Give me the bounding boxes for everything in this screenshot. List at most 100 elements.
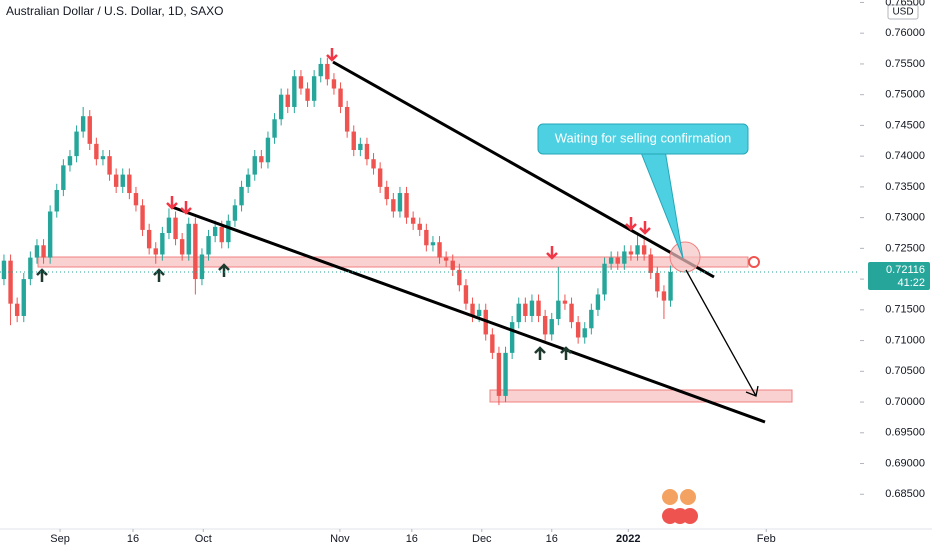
- x-tick-label: Oct: [195, 533, 212, 545]
- candle-body: [542, 315, 548, 335]
- candle-body: [252, 156, 257, 175]
- last-price-label: 0.72116: [886, 264, 925, 276]
- candle-body: [529, 300, 535, 316]
- candle-body: [160, 232, 165, 255]
- candle-body: [549, 319, 554, 335]
- y-tick-label: 0.73500: [885, 181, 925, 193]
- candle-body: [153, 248, 158, 255]
- highlight-circle: [669, 241, 701, 273]
- candle-body: [509, 322, 515, 353]
- candle-body: [80, 116, 86, 132]
- x-tick-label: 16: [546, 533, 558, 545]
- candle-body: [212, 226, 218, 237]
- x-tick-label: 2022: [616, 533, 640, 545]
- candle-body: [463, 285, 469, 304]
- y-tick-label: 0.72500: [885, 242, 925, 254]
- candle-body: [490, 334, 495, 353]
- event-icons: [662, 489, 698, 524]
- candle-body: [245, 174, 251, 187]
- y-tick-label: 0.69000: [885, 457, 925, 469]
- y-tick-label: 0.73000: [885, 212, 925, 224]
- candle-body: [173, 217, 178, 240]
- candle-body: [496, 352, 502, 396]
- candle-body: [470, 303, 475, 316]
- x-tick-label: Feb: [757, 533, 776, 545]
- sell-markers: [166, 48, 651, 260]
- candle-body: [450, 260, 455, 270]
- candle-body: [628, 251, 634, 255]
- candle-body: [338, 88, 343, 107]
- candle-body: [61, 165, 66, 190]
- candle-body: [292, 76, 297, 107]
- candle-body: [107, 156, 112, 175]
- projection-arrow: [685, 269, 757, 397]
- last-price-box: [868, 261, 930, 290]
- candle-body: [615, 257, 620, 264]
- candle-body: [21, 279, 26, 316]
- callout-text: Waiting for selling confirmation: [555, 130, 732, 145]
- candle-body: [575, 322, 581, 338]
- candle-body: [391, 199, 396, 212]
- candle-body: [410, 217, 416, 224]
- candle-body: [622, 251, 627, 264]
- y-tick-label: 0.70500: [885, 365, 925, 377]
- callout-box: [537, 123, 749, 155]
- currency-badge: [887, 4, 919, 20]
- candle-body: [344, 106, 350, 132]
- alert-icon: [748, 256, 760, 268]
- candle-body: [635, 245, 640, 255]
- candle-body: [127, 174, 132, 194]
- candle-body: [41, 245, 46, 258]
- candle-body: [364, 143, 370, 160]
- candle-body: [259, 156, 264, 163]
- candle-body: [430, 242, 436, 246]
- candle-body: [503, 352, 508, 396]
- candle-body: [133, 193, 139, 206]
- y-tick-label: 0.69500: [885, 427, 925, 439]
- x-tick-label: 16: [127, 533, 139, 545]
- y-tick-label: 0.71500: [885, 304, 925, 316]
- candle-body: [536, 300, 541, 316]
- candle-body: [74, 131, 79, 157]
- candle-body: [582, 328, 587, 338]
- y-tick-label: 0.76000: [885, 27, 925, 39]
- resistance-zone: [37, 256, 749, 268]
- candle-body: [331, 79, 337, 89]
- upper-trendline: [332, 60, 715, 279]
- candle-body: [417, 223, 422, 230]
- candle-body: [199, 254, 205, 280]
- candle-body: [1, 260, 7, 280]
- y-tick-label: 0.70000: [885, 396, 925, 408]
- candle-body: [602, 263, 607, 295]
- candle-body: [437, 242, 442, 258]
- candle-body: [146, 229, 152, 249]
- candle-body: [298, 76, 304, 89]
- candle-body: [34, 245, 40, 258]
- arrow-head: [745, 385, 759, 397]
- candle-body: [351, 131, 356, 150]
- candle-body: [668, 271, 673, 301]
- candle-body: [457, 269, 462, 286]
- candle-body: [358, 143, 363, 150]
- candle-body: [47, 211, 53, 258]
- candle-body: [589, 309, 594, 329]
- countdown-label: 41:22: [897, 277, 925, 289]
- candle-body: [239, 186, 244, 206]
- candle-body: [166, 217, 172, 233]
- candle-body: [120, 174, 125, 187]
- candle-body: [186, 223, 191, 255]
- y-tick-label: 0.75500: [885, 58, 925, 70]
- candle-body: [67, 156, 73, 166]
- candle-body: [325, 63, 330, 80]
- candle-body: [8, 260, 13, 304]
- candle-body: [371, 159, 376, 169]
- y-tick-label: 0.74000: [885, 150, 925, 162]
- candle-body: [28, 257, 33, 280]
- candle-body: [641, 245, 647, 255]
- x-tick-label: 16: [406, 533, 418, 545]
- y-tick-label: 0.68500: [885, 488, 925, 500]
- candle-body: [595, 294, 601, 310]
- candle-body: [278, 94, 284, 120]
